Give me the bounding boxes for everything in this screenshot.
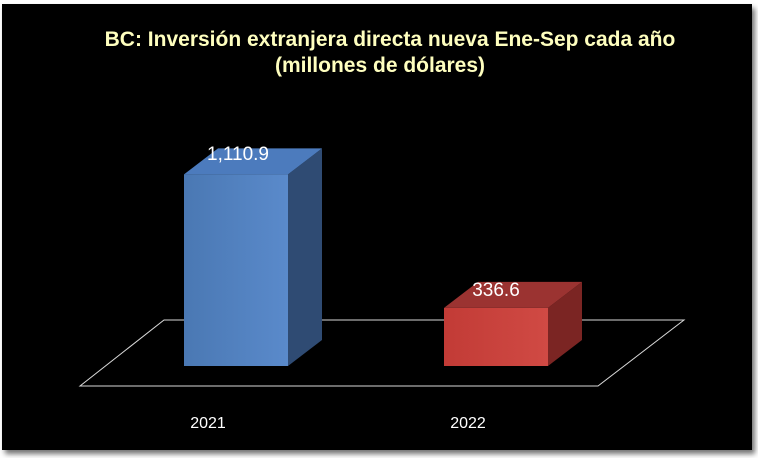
bars-group [184, 148, 582, 366]
x-tick-2022: 2022 [450, 415, 486, 432]
bar-side-2022 [548, 281, 582, 366]
chart-floor [78, 319, 686, 387]
bar-side-2021 [288, 148, 322, 366]
labels-group: 1,110.9 336.6 2021 2022 [190, 144, 520, 432]
data-label-2021: 1,110.9 [207, 144, 269, 165]
bar-top-2022 [444, 281, 582, 308]
chart-title: BC: Inversión extranjera directa nueva E… [105, 28, 676, 77]
chart-title-line-2: (millones de dólares) [275, 54, 485, 77]
chart-frame: BC: Inversión extranjera directa nueva E… [2, 4, 752, 450]
x-tick-2021: 2021 [190, 415, 226, 432]
chart-svg: BC: Inversión extranjera directa nueva E… [78, 28, 686, 432]
bar-top-2021 [184, 148, 322, 175]
data-label-2022: 336.6 [472, 280, 520, 301]
bar-2021 [184, 174, 288, 366]
bar-2022 [444, 307, 548, 366]
chart-title-line-1: BC: Inversión extranjera directa nueva E… [105, 28, 676, 51]
